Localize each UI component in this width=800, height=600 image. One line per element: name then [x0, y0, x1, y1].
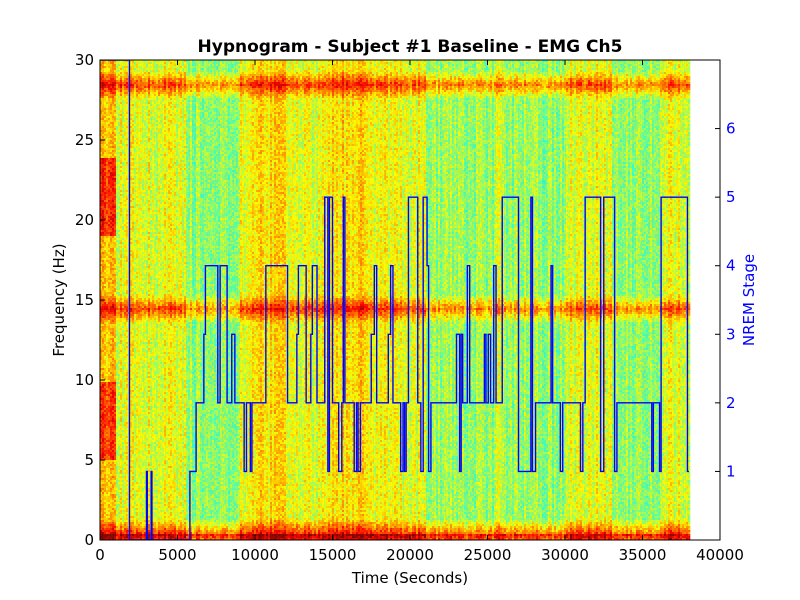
x-tick-label: 0: [95, 546, 105, 564]
x-tick-label: 20000: [386, 546, 434, 564]
right-tick-label: 4: [726, 257, 736, 275]
y-tick-label: 10: [75, 371, 94, 389]
x-axis-label: Time (Seconds): [351, 569, 468, 587]
y-tick-label: 30: [75, 51, 94, 69]
chart-title: Hypnogram - Subject #1 Baseline - EMG Ch…: [198, 37, 623, 57]
x-tick-label: 35000: [619, 546, 667, 564]
right-axis-label: NREM Stage: [740, 254, 758, 346]
right-tick-label: 3: [726, 325, 736, 343]
y-tick-label: 25: [75, 131, 94, 149]
y-tick-label: 15: [75, 291, 94, 309]
y-tick-label: 0: [84, 531, 94, 549]
x-tick-label: 10000: [231, 546, 279, 564]
y-tick-label: 20: [75, 211, 94, 229]
x-tick-label: 30000: [541, 546, 589, 564]
spectrogram-heatmap: [100, 60, 690, 540]
y-axis-label: Frequency (Hz): [50, 243, 68, 356]
y-tick-label: 5: [84, 451, 94, 469]
right-tick-label: 6: [726, 120, 736, 138]
right-tick-label: 2: [726, 394, 736, 412]
right-tick-label: 1: [726, 462, 736, 480]
x-tick-label: 25000: [464, 546, 512, 564]
right-tick-label: 5: [726, 188, 736, 206]
x-tick-label: 5000: [158, 546, 196, 564]
x-tick-label: 15000: [309, 546, 357, 564]
x-tick-label: 40000: [696, 546, 744, 564]
